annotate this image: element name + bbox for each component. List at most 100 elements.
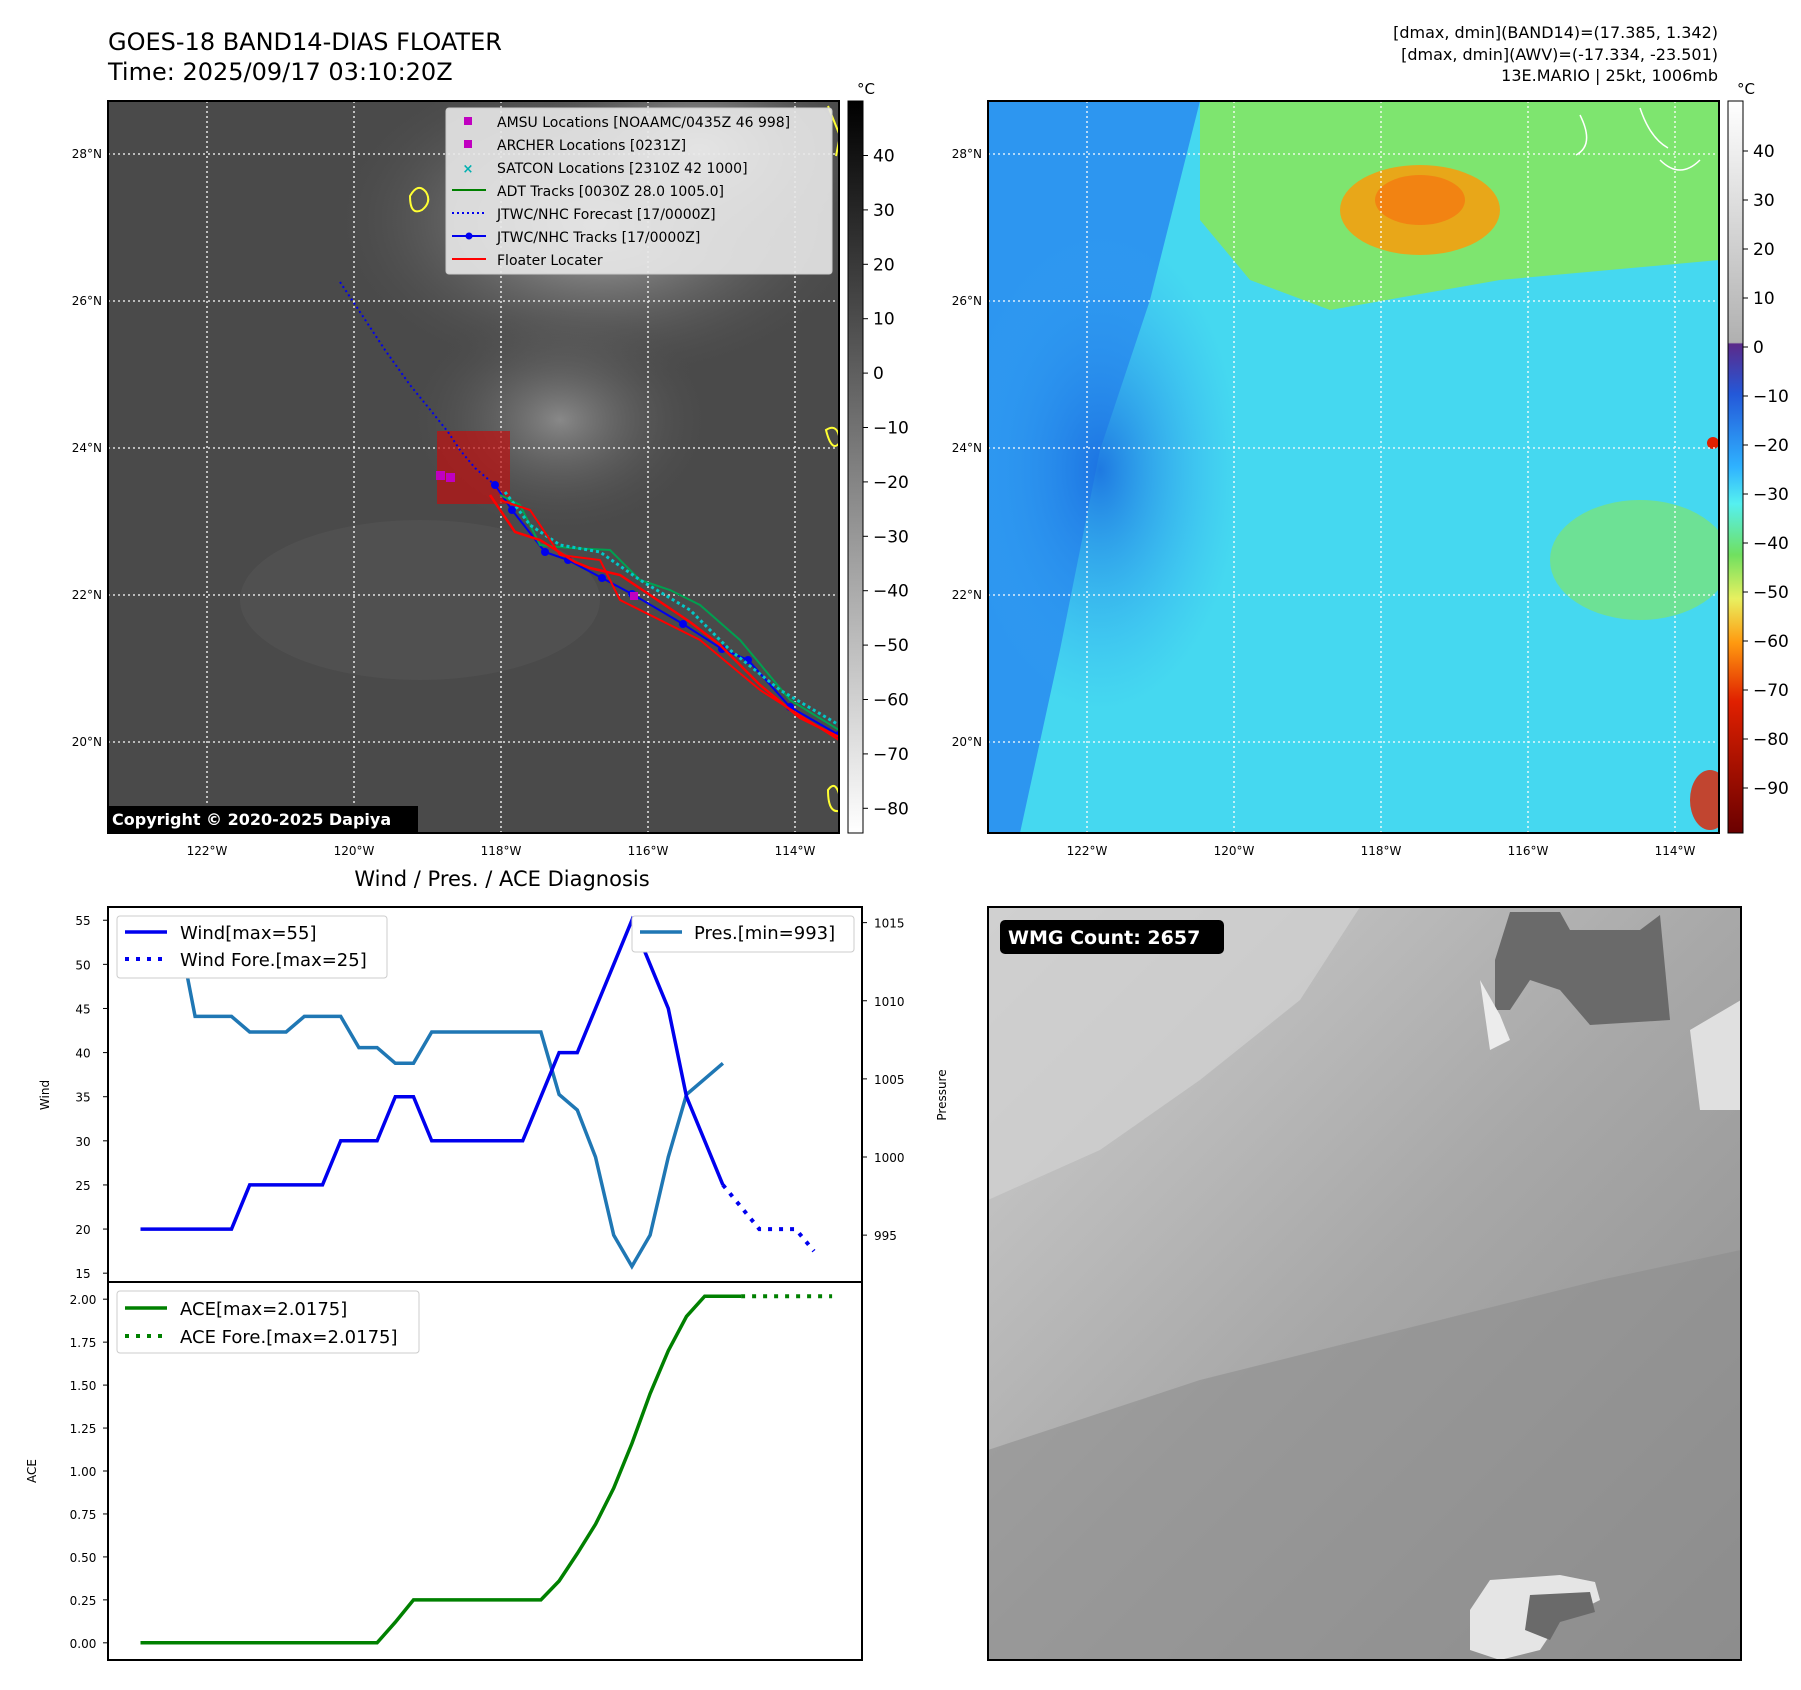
colorbar-tick-label: 20 — [873, 255, 895, 275]
tracks-marker — [465, 232, 473, 240]
wmg-cold-top-north — [1495, 912, 1670, 1025]
lon-tick-label: 120°W — [1214, 844, 1255, 858]
wind-tick-label: 50 — [75, 958, 90, 972]
pressure-legend: Pres.[min=993] — [631, 915, 855, 953]
ace-tick-label: 1.00 — [70, 1465, 97, 1479]
colorbar-tick-label: −70 — [873, 745, 909, 765]
colorbar-tick-label: −30 — [873, 527, 909, 547]
ir-colorbar — [847, 100, 864, 834]
pressure-tick-label: 1005 — [874, 1073, 905, 1087]
colorbar-tick-label: −40 — [1753, 534, 1789, 554]
wmg-cold-top-south — [1525, 1592, 1595, 1640]
legend-satcon: SATCON Locations [2310Z 42 1000] — [497, 161, 748, 177]
wind-y-ticks: 15 20 25 30 35 40 45 50 55 — [75, 914, 108, 1281]
lat-tick-label: 26°N — [72, 294, 102, 308]
colorbar-tick-label: −50 — [873, 636, 909, 656]
colorbar-tick-label: −60 — [1753, 632, 1789, 652]
pressure-tick-label: 1000 — [874, 1151, 905, 1165]
satcon-marker: × — [463, 162, 474, 177]
colorbar-tick-label: 30 — [873, 201, 895, 221]
ace-legend: ACE[max=2.0175] ACE Fore.[max=2.0175] — [116, 1290, 420, 1354]
wind-tick-label: 35 — [75, 1091, 90, 1105]
pressure-tick-label: 995 — [874, 1229, 897, 1243]
wind-tick-label: 55 — [75, 914, 90, 928]
adt-track — [499, 494, 839, 731]
ir-map-panel: Copyright © 2020-2025 Dapiya 122°W 120°W 1… — [72, 80, 909, 858]
wmg-frame — [987, 906, 1742, 1661]
figure-title: GOES-18 BAND14-DIAS FLOATER — [108, 28, 502, 56]
wv-colorbar — [1727, 100, 1744, 834]
ace-legend-box — [116, 1290, 420, 1354]
best-track-point — [718, 645, 726, 653]
colorbar-tick-label: −30 — [1753, 485, 1789, 505]
lon-tick-label: 114°W — [775, 844, 816, 858]
wmg-cool-region — [988, 1250, 1741, 1660]
lat-tick-label: 20°N — [952, 735, 982, 749]
pressure-line — [158, 920, 725, 1270]
colorbar-tick-label: −60 — [873, 691, 909, 711]
ace-tick-label: 1.25 — [70, 1422, 97, 1436]
wv-lat-ticks: 28°N 26°N 24°N 22°N 20°N — [952, 147, 982, 749]
wmg-count: WMG Count: 2657 — [1008, 927, 1200, 949]
ir-lon-ticks: 122°W 120°W 118°W 116°W 114°W — [187, 844, 816, 858]
colorbar-tick-label: 10 — [873, 310, 895, 330]
wmg-count-box — [1000, 920, 1224, 954]
wind-tick-label: 40 — [75, 1047, 90, 1061]
pressure-tick-label: 1015 — [874, 917, 905, 931]
lat-tick-label: 20°N — [72, 735, 102, 749]
wmg-warm-region — [988, 907, 1360, 1200]
awv-range: [dmax, dmin](AWV)=(-17.334, -23.501) — [1401, 45, 1718, 64]
ir-low-cloud — [240, 520, 600, 680]
storm-info: 13E.MARIO | 25kt, 1006mb — [1501, 66, 1718, 85]
ace-y-ticks: 0.00 0.25 0.50 0.75 1.00 1.25 1.50 1.75 2.00 — [70, 1293, 108, 1651]
diagnosis-title: Wind / Pres. / ACE Diagnosis — [354, 867, 649, 891]
colorbar-tick-label: −80 — [873, 799, 909, 819]
wv-convection-dot — [1707, 437, 1719, 449]
colorbar-tick-label: −20 — [873, 473, 909, 493]
wind-line — [140, 915, 725, 1231]
ace-legend-label: ACE[max=2.0175] — [180, 1299, 347, 1320]
colorbar-tick-label: −40 — [873, 582, 909, 602]
wind-tick-label: 30 — [75, 1135, 90, 1149]
wmg-panel: WMG Count: 2657 — [987, 906, 1742, 1661]
ace-line — [140, 1294, 742, 1645]
wv-map-panel: 122°W 120°W 118°W 116°W 114°W 28°N 26°N 24°N 22… — [952, 80, 1789, 858]
wv-dry-core — [988, 230, 1240, 710]
lon-tick-label: 116°W — [628, 844, 669, 858]
legend-tracks: JTWC/NHC Tracks [17/0000Z] — [496, 230, 700, 246]
best-track-point — [598, 574, 606, 582]
colorbar-tick-label: −50 — [1753, 583, 1789, 603]
legend-forecast: JTWC/NHC Forecast [17/0000Z] — [496, 207, 716, 223]
colorbar-tick-label: 10 — [1753, 289, 1775, 309]
legend-amsu: AMSU Locations [NOAAMC/0435Z 46 998] — [497, 115, 790, 131]
wind-axis-label: Wind — [38, 1080, 52, 1110]
ace-panel: ACE 0.00 0.25 0.50 0.75 1.00 1.25 1.50 1.75 2.00… — [25, 1281, 863, 1661]
lat-tick-label: 24°N — [72, 441, 102, 455]
wv-lon-ticks: 122°W 120°W 118°W 116°W 114°W — [1067, 844, 1696, 858]
best-track-point — [508, 506, 516, 514]
lon-tick-label: 114°W — [1655, 844, 1696, 858]
lon-tick-label: 120°W — [334, 844, 375, 858]
colorbar-tick-label: −10 — [873, 419, 909, 439]
copyright-text: Copyright © 2020-2025 Dapiya — [112, 810, 391, 829]
colorbar-tick-label: 20 — [1753, 240, 1775, 260]
wind-tick-label: 15 — [75, 1267, 90, 1281]
ir-colorbar-ticks: 40 30 20 10 0 −10 −20 −30 −40 −50 −60 −70 −80 — [863, 147, 909, 819]
figure-time: Time: 2025/09/17 03:10:20Z — [107, 58, 453, 86]
lat-tick-label: 26°N — [952, 294, 982, 308]
wind-fore-legend-label: Wind Fore.[max=25] — [180, 950, 367, 971]
ace-tick-label: 1.50 — [70, 1379, 97, 1393]
lon-tick-label: 116°W — [1508, 844, 1549, 858]
wv-colorbar-ticks: 40 30 20 10 0 −10 −20 −30 −40 −50 −60 −70 −80 −90 — [1743, 142, 1789, 799]
ace-tick-label: 0.75 — [70, 1508, 97, 1522]
wmg-edge-east — [1690, 1000, 1741, 1110]
ace-tick-label: 2.00 — [70, 1293, 97, 1307]
colorbar-tick-label: −80 — [1753, 730, 1789, 750]
archer-location — [446, 473, 455, 482]
best-track-point — [679, 620, 687, 628]
colorbar-tick-label: 0 — [873, 364, 884, 384]
lat-tick-label: 22°N — [952, 588, 982, 602]
colorbar-tick-label: 0 — [1753, 338, 1764, 358]
floater-box — [437, 431, 510, 504]
wind-legend-box — [116, 915, 388, 979]
